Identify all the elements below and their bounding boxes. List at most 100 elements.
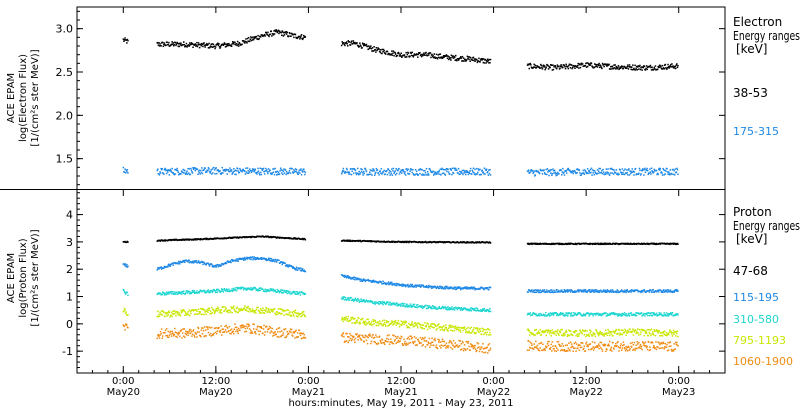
proton-point bbox=[567, 243, 569, 245]
proton-point bbox=[465, 242, 467, 244]
electron-point bbox=[640, 66, 643, 68]
proton-point bbox=[249, 258, 251, 260]
electron-point bbox=[196, 45, 199, 48]
proton-point bbox=[474, 309, 477, 312]
proton-point bbox=[364, 280, 367, 283]
proton-point bbox=[390, 322, 392, 324]
proton-point bbox=[608, 243, 610, 245]
proton-point bbox=[542, 289, 544, 291]
electron-point bbox=[340, 173, 343, 175]
proton-point bbox=[461, 307, 463, 310]
proton-point bbox=[407, 286, 410, 288]
electron-point bbox=[472, 171, 474, 173]
proton-point bbox=[212, 308, 215, 311]
electron-point bbox=[575, 168, 578, 171]
electron-point bbox=[601, 169, 603, 172]
proton-point bbox=[390, 283, 392, 285]
proton-point bbox=[261, 256, 263, 259]
proton-point bbox=[444, 328, 446, 330]
proton-point bbox=[272, 311, 274, 313]
proton-point bbox=[467, 326, 470, 329]
proton-point bbox=[552, 332, 554, 334]
electron-point bbox=[425, 51, 427, 54]
proton-point bbox=[616, 313, 618, 315]
proton-point bbox=[208, 291, 210, 294]
proton-point bbox=[203, 289, 205, 292]
proton-point bbox=[538, 332, 541, 334]
electron-point bbox=[459, 57, 461, 59]
proton-point bbox=[455, 286, 457, 288]
proton-point bbox=[265, 306, 267, 309]
electron-point bbox=[367, 45, 370, 47]
proton-point bbox=[626, 332, 628, 334]
electron-point bbox=[641, 170, 643, 172]
proton-point bbox=[216, 310, 218, 312]
electron-point bbox=[400, 169, 402, 171]
proton-point bbox=[184, 293, 187, 295]
proton-point bbox=[467, 286, 469, 289]
proton-point bbox=[410, 306, 412, 308]
electron-point bbox=[554, 65, 556, 67]
electron-point bbox=[650, 66, 652, 69]
proton-point bbox=[224, 261, 227, 264]
proton-point bbox=[169, 265, 172, 267]
proton-point bbox=[466, 241, 469, 243]
electron-point bbox=[289, 167, 291, 170]
electron-point bbox=[376, 169, 379, 171]
electron-point bbox=[390, 53, 392, 55]
proton-point bbox=[223, 310, 226, 312]
proton-point bbox=[620, 329, 622, 331]
proton-point bbox=[382, 280, 384, 282]
electron-point bbox=[548, 174, 550, 177]
proton-point bbox=[414, 324, 416, 327]
proton-point bbox=[567, 290, 570, 292]
electron-point bbox=[402, 169, 405, 171]
electron-point bbox=[561, 174, 563, 176]
proton-point bbox=[422, 324, 424, 326]
electron-point bbox=[472, 56, 475, 59]
electron-point bbox=[438, 53, 440, 56]
proton-point bbox=[666, 291, 669, 293]
electron-point bbox=[609, 168, 611, 170]
proton-point bbox=[217, 307, 220, 310]
electron-point bbox=[386, 50, 389, 53]
proton-point bbox=[598, 333, 600, 335]
electron-point bbox=[645, 169, 648, 171]
proton-point bbox=[253, 311, 255, 314]
electron-point bbox=[189, 173, 192, 176]
proton-point bbox=[282, 309, 284, 312]
proton-point bbox=[462, 308, 465, 311]
proton-point bbox=[425, 325, 427, 328]
electron-point bbox=[638, 167, 641, 170]
proton-point bbox=[564, 290, 566, 292]
electron-point bbox=[399, 53, 401, 56]
proton-point bbox=[562, 312, 565, 315]
proton-point bbox=[618, 314, 620, 317]
electron-point bbox=[545, 67, 547, 69]
electron-point bbox=[423, 170, 425, 172]
proton-point bbox=[124, 292, 126, 294]
proton-point bbox=[270, 260, 272, 262]
proton-point bbox=[226, 311, 228, 313]
electron-point bbox=[474, 60, 476, 62]
proton-point bbox=[433, 323, 435, 325]
electron-point bbox=[217, 42, 219, 44]
electron-point bbox=[461, 55, 464, 58]
electron-point bbox=[545, 173, 547, 175]
electron-point bbox=[239, 43, 241, 45]
electron-point bbox=[254, 168, 256, 171]
electron-point bbox=[528, 67, 530, 70]
proton-point bbox=[427, 307, 429, 309]
proton-series-47-68 bbox=[122, 235, 679, 246]
proton-point bbox=[463, 327, 465, 330]
electron-point bbox=[471, 59, 474, 61]
electron-point bbox=[669, 169, 671, 171]
electron-point bbox=[201, 167, 203, 169]
electron-point bbox=[452, 171, 454, 174]
proton-point bbox=[382, 323, 385, 325]
proton-point bbox=[588, 335, 590, 337]
electron-point bbox=[363, 44, 365, 47]
electron-point bbox=[436, 58, 439, 60]
electron-point bbox=[552, 168, 554, 170]
proton-point bbox=[443, 287, 445, 290]
